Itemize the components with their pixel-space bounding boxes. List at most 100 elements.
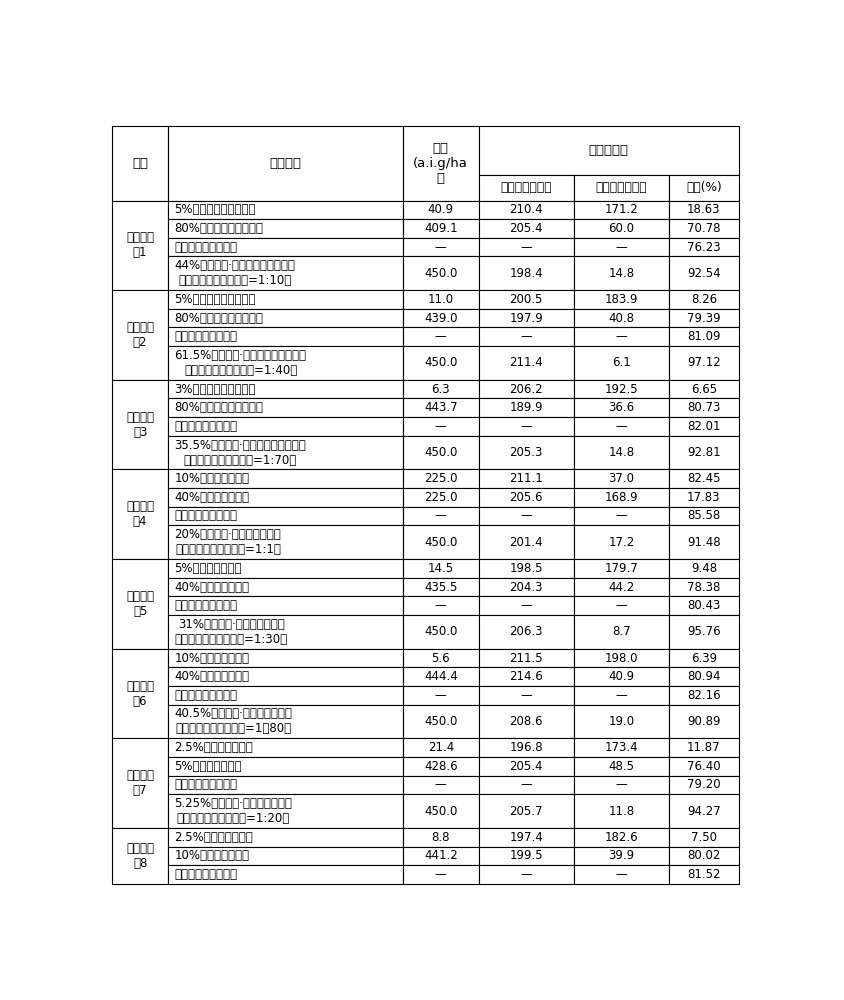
Text: 制剂实施
例5: 制剂实施 例5 xyxy=(126,590,154,618)
Text: 173.4: 173.4 xyxy=(603,741,637,754)
Text: —: — xyxy=(435,420,446,433)
Bar xyxy=(111,649,168,738)
Text: 8.7: 8.7 xyxy=(611,625,630,638)
Bar xyxy=(573,507,668,525)
Bar xyxy=(573,794,668,828)
Bar xyxy=(478,126,738,175)
Text: 两者混合后预期防效: 两者混合后预期防效 xyxy=(175,868,237,881)
Text: 90.89: 90.89 xyxy=(686,715,720,728)
Bar xyxy=(573,488,668,507)
Text: 197.4: 197.4 xyxy=(509,831,543,844)
Text: 82.16: 82.16 xyxy=(686,689,720,702)
Bar xyxy=(478,847,573,865)
Text: 198.0: 198.0 xyxy=(603,652,637,665)
Text: —: — xyxy=(614,330,626,343)
Text: 80.73: 80.73 xyxy=(686,401,720,414)
Bar xyxy=(478,828,573,847)
Bar xyxy=(478,380,573,398)
Bar xyxy=(573,469,668,488)
Text: 11.8: 11.8 xyxy=(608,805,634,818)
Bar xyxy=(403,559,478,578)
Text: 80%四聚乙醛可湿性粉剂: 80%四聚乙醛可湿性粉剂 xyxy=(175,222,263,235)
Bar xyxy=(573,417,668,436)
Text: 10%四聚乙醛颗粒剂: 10%四聚乙醛颗粒剂 xyxy=(175,849,249,862)
Bar xyxy=(573,559,668,578)
Bar xyxy=(403,309,478,327)
Text: 196.8: 196.8 xyxy=(509,741,543,754)
Bar xyxy=(403,705,478,738)
Bar xyxy=(478,346,573,380)
Bar xyxy=(668,757,738,776)
Bar xyxy=(668,578,738,596)
Bar xyxy=(573,828,668,847)
Bar xyxy=(668,507,738,525)
Text: 428.6: 428.6 xyxy=(424,760,457,773)
Text: 168.9: 168.9 xyxy=(603,491,637,504)
Bar xyxy=(168,507,403,525)
Text: 443.7: 443.7 xyxy=(424,401,457,414)
Bar xyxy=(478,649,573,667)
Bar xyxy=(403,578,478,596)
Bar xyxy=(668,398,738,417)
Bar xyxy=(573,738,668,757)
Text: 182.6: 182.6 xyxy=(603,831,637,844)
Text: 19.0: 19.0 xyxy=(608,715,634,728)
Text: 两者混合后预期防效: 两者混合后预期防效 xyxy=(175,420,237,433)
Text: —: — xyxy=(520,420,532,433)
Text: 60.0: 60.0 xyxy=(608,222,634,235)
Text: 40.8: 40.8 xyxy=(608,312,634,325)
Bar xyxy=(478,256,573,290)
Text: 44.2: 44.2 xyxy=(608,581,634,594)
Bar xyxy=(478,290,573,309)
Text: 21.4: 21.4 xyxy=(427,741,453,754)
Text: 82.45: 82.45 xyxy=(686,472,720,485)
Text: 435.5: 435.5 xyxy=(424,581,457,594)
Text: 两者混合后预期防效: 两者混合后预期防效 xyxy=(175,330,237,343)
Bar xyxy=(168,649,403,667)
Text: 441.2: 441.2 xyxy=(424,849,457,862)
Bar xyxy=(668,290,738,309)
Bar xyxy=(573,398,668,417)
Bar xyxy=(573,238,668,256)
Bar xyxy=(573,776,668,794)
Text: —: — xyxy=(435,599,446,612)
Bar xyxy=(403,256,478,290)
Bar xyxy=(168,738,403,757)
Bar xyxy=(403,738,478,757)
Bar xyxy=(573,219,668,238)
Text: 防效(%): 防效(%) xyxy=(685,181,721,194)
Bar xyxy=(668,175,738,201)
Text: —: — xyxy=(520,778,532,791)
Bar xyxy=(478,398,573,417)
Text: 两者混合后预期防效: 两者混合后预期防效 xyxy=(175,241,237,254)
Text: 200.5: 200.5 xyxy=(509,293,542,306)
Bar xyxy=(573,865,668,884)
Bar xyxy=(478,757,573,776)
Bar xyxy=(573,649,668,667)
Text: 205.7: 205.7 xyxy=(509,805,543,818)
Text: 两者混合后预期防效: 两者混合后预期防效 xyxy=(175,599,237,612)
Text: 处理药剂: 处理药剂 xyxy=(269,157,301,170)
Bar xyxy=(668,436,738,469)
Bar xyxy=(573,309,668,327)
Bar xyxy=(111,828,168,884)
Bar xyxy=(573,615,668,649)
Text: 9.48: 9.48 xyxy=(690,562,716,575)
Bar xyxy=(478,417,573,436)
Text: —: — xyxy=(520,599,532,612)
Bar xyxy=(168,488,403,507)
Bar xyxy=(668,256,738,290)
Bar xyxy=(668,828,738,847)
Bar xyxy=(168,525,403,559)
Bar xyxy=(573,380,668,398)
Bar xyxy=(168,290,403,309)
Text: 20%阿维菌素·四聚乙醛悬浮剂
（阿维菌素：四聚乙醛=1:1）: 20%阿维菌素·四聚乙醛悬浮剂 （阿维菌素：四聚乙醛=1:1） xyxy=(175,528,281,556)
Bar xyxy=(668,667,738,686)
Bar xyxy=(478,436,573,469)
Text: —: — xyxy=(520,868,532,881)
Text: —: — xyxy=(614,778,626,791)
Bar xyxy=(403,596,478,615)
Text: 211.1: 211.1 xyxy=(509,472,543,485)
Text: 10%阿维菌素悬浮剂: 10%阿维菌素悬浮剂 xyxy=(175,652,249,665)
Text: 18.63: 18.63 xyxy=(686,203,720,216)
